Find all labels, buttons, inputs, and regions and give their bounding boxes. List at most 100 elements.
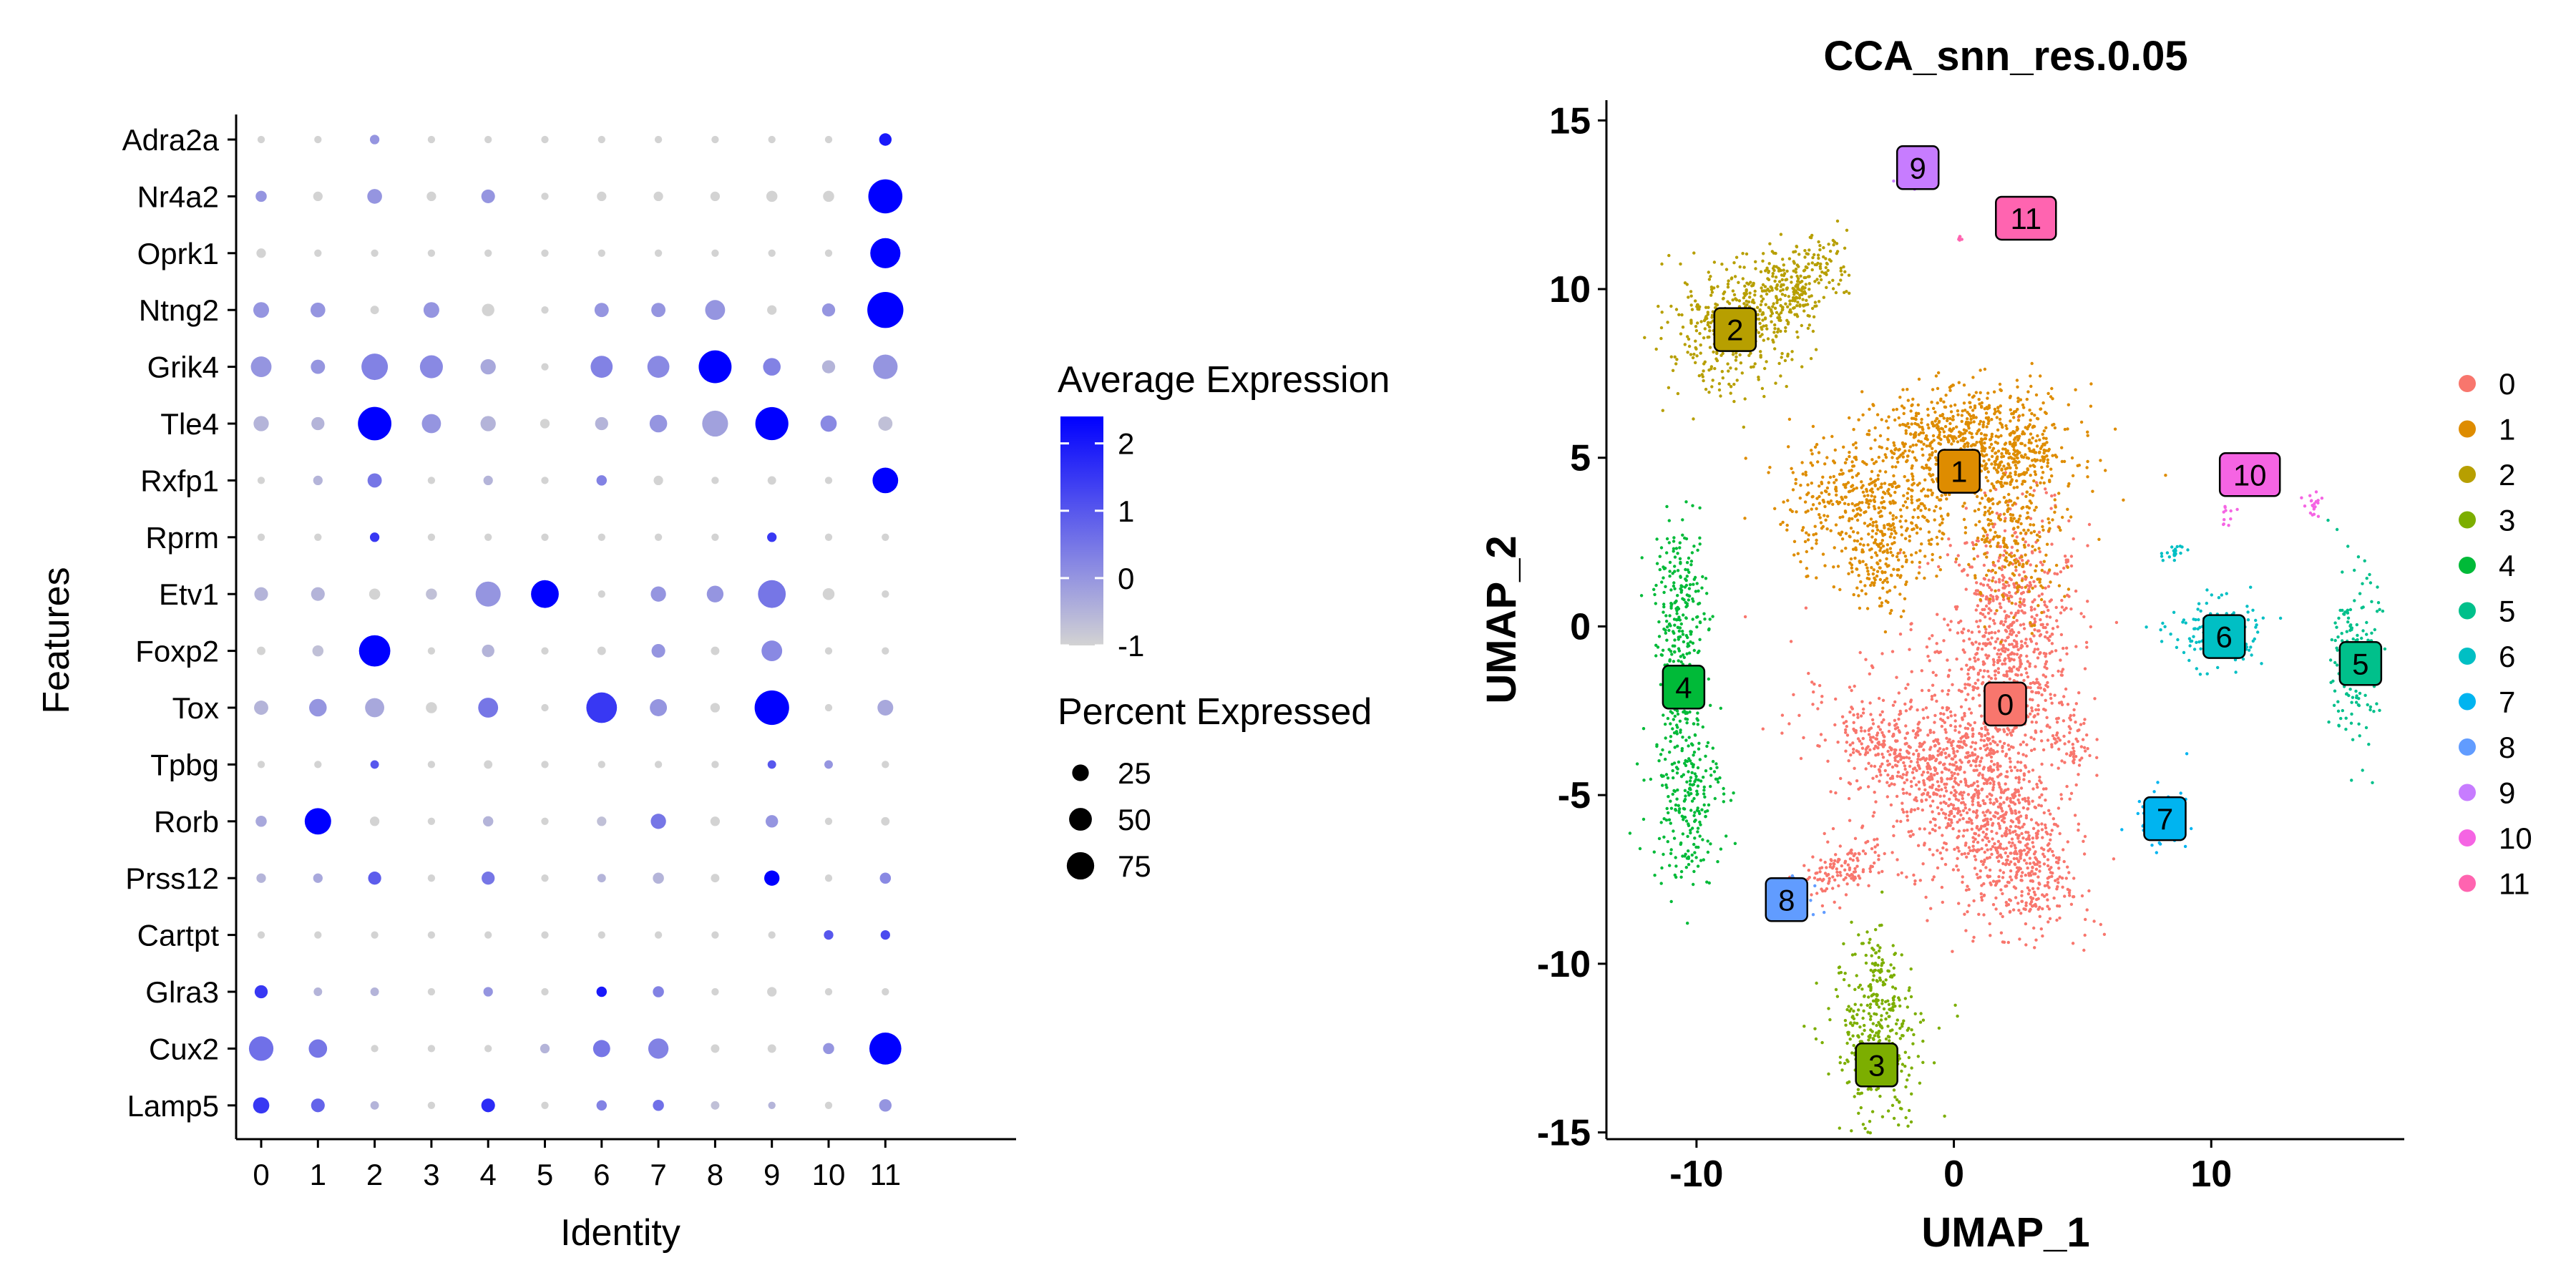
umap-point xyxy=(1905,810,1909,814)
umap-point xyxy=(1982,744,1986,748)
umap-point xyxy=(2039,374,2042,378)
umap-point xyxy=(1959,780,1963,784)
umap-point xyxy=(1953,779,1956,784)
umap-point xyxy=(1964,507,1968,510)
umap-point xyxy=(2033,464,2036,469)
umap-point xyxy=(1936,496,1939,499)
umap-point xyxy=(1879,773,1883,777)
umap-point xyxy=(1745,289,1748,293)
umap-point xyxy=(1869,447,1873,450)
umap-point xyxy=(1923,783,1926,787)
umap-point xyxy=(1818,274,1822,278)
umap-point xyxy=(2035,782,2039,786)
umap-point xyxy=(1777,313,1781,316)
umap-point xyxy=(2047,521,2051,525)
umap-point xyxy=(2049,598,2053,602)
umap-point xyxy=(1942,712,1946,716)
umap-point xyxy=(1883,579,1887,582)
umap-point xyxy=(2076,729,2079,733)
umap-point xyxy=(2016,798,2020,802)
umap-point xyxy=(1971,728,1974,732)
umap-point xyxy=(2056,877,2059,881)
umap-point xyxy=(1877,854,1880,858)
umap-point xyxy=(1785,287,1789,291)
umap-point xyxy=(2009,799,2012,803)
umap-point xyxy=(2031,449,2035,454)
umap-point xyxy=(1961,432,1965,436)
umap-point xyxy=(2028,889,2031,892)
umap-point xyxy=(1881,733,1885,737)
umap-point xyxy=(1986,848,1989,852)
dot-Grik4-9 xyxy=(763,358,781,376)
dot-Cux2-7 xyxy=(648,1038,669,1059)
umap-point xyxy=(2055,733,2059,737)
umap-point xyxy=(1869,713,1873,716)
umap-point xyxy=(1972,416,1976,419)
umap-point xyxy=(1927,508,1931,512)
umap-point xyxy=(1959,813,1963,817)
umap-point xyxy=(1984,494,1988,497)
umap-point xyxy=(1788,508,1792,512)
umap-point xyxy=(1823,564,1827,567)
umap-point xyxy=(1797,296,1802,300)
umap-point xyxy=(1916,423,1919,426)
umap-point xyxy=(1961,409,1964,413)
umap-point xyxy=(1911,515,1915,519)
umap-point xyxy=(1985,555,1989,559)
umap-point xyxy=(1982,577,1986,580)
umap-point xyxy=(1959,619,1963,623)
umap-point xyxy=(1906,497,1910,500)
umap-point xyxy=(1965,811,1969,815)
umap-point xyxy=(1923,576,1926,580)
umap-point xyxy=(1840,549,1844,553)
umap-point xyxy=(2009,512,2012,517)
umap-point xyxy=(1974,608,1978,612)
umap-point xyxy=(1818,867,1822,870)
umap-point xyxy=(1959,791,1963,794)
umap-point xyxy=(1883,570,1887,574)
umap-point xyxy=(1942,748,1946,751)
umap-point xyxy=(1893,490,1897,494)
umap-point xyxy=(1998,602,2001,605)
umap-point xyxy=(2001,623,2006,627)
umap-point xyxy=(1942,430,1946,434)
dot-Grik4-3 xyxy=(419,355,443,379)
umap-point xyxy=(1990,454,1994,459)
umap-point xyxy=(1989,801,1992,805)
umap-point xyxy=(1815,892,1819,895)
dot-Rxfp1-0 xyxy=(257,477,265,484)
umap-point xyxy=(1689,321,1693,325)
umap-point xyxy=(2028,438,2031,442)
umap-point xyxy=(1957,799,1961,802)
umap-point xyxy=(1975,816,1979,819)
umap-point xyxy=(1844,728,1848,732)
umap-point xyxy=(2004,782,2007,786)
dot-Glra3-6 xyxy=(596,986,608,997)
umap-point xyxy=(1680,313,1684,317)
umap-point xyxy=(2038,864,2041,868)
umap-point xyxy=(1818,248,1822,252)
umap-point xyxy=(1818,513,1821,517)
umap-point xyxy=(1893,763,1898,767)
umap-point xyxy=(1966,884,1969,888)
umap-point xyxy=(1994,726,1998,730)
umap-point xyxy=(2081,738,2085,741)
umap-point xyxy=(2066,865,2069,869)
umap-point xyxy=(2082,746,2087,750)
umap-point xyxy=(2049,395,2053,399)
umap-point xyxy=(1702,369,1705,373)
umap-point xyxy=(2047,809,2051,813)
umap-point xyxy=(1948,386,1952,389)
umap-point xyxy=(1922,770,1926,774)
umap-point xyxy=(1939,801,1943,805)
umap-point xyxy=(1992,783,1996,786)
umap-point xyxy=(1957,849,1961,853)
umap-point xyxy=(2053,693,2057,697)
umap-point xyxy=(2065,784,2069,789)
umap-point xyxy=(2032,926,2036,930)
umap-point xyxy=(1928,820,1933,824)
umap-point xyxy=(1965,663,1968,667)
umap-point xyxy=(1792,293,1796,296)
size-legend-label: 50 xyxy=(1118,803,1151,836)
umap-point xyxy=(1953,789,1957,792)
